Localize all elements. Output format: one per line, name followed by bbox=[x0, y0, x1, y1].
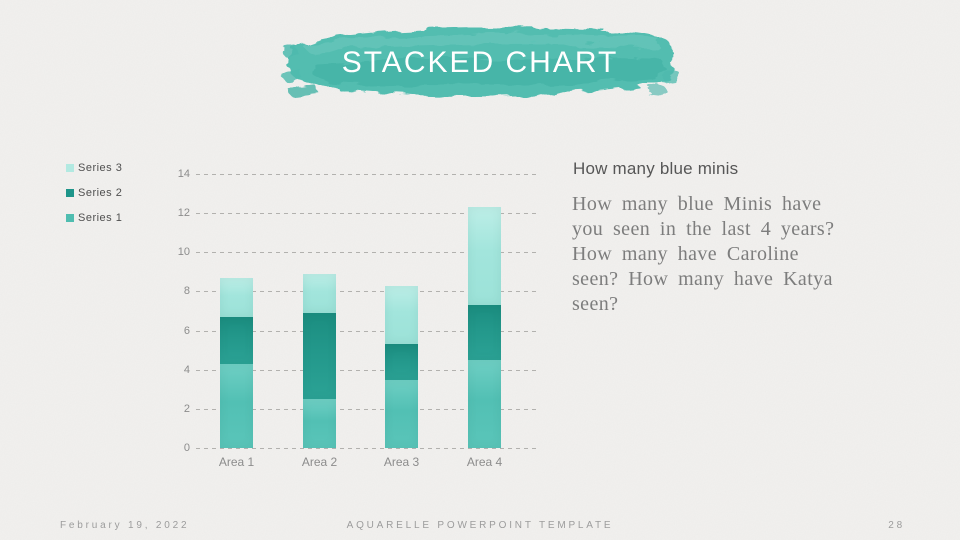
x-axis-labels: Area 1 Area 2 Area 3 Area 4 bbox=[196, 455, 537, 471]
gridline bbox=[196, 448, 537, 449]
watercolor-brush-stroke bbox=[280, 28, 680, 98]
legend-item[interactable]: Series 2 bbox=[66, 186, 122, 200]
slide-title: STACKED CHART bbox=[341, 46, 619, 79]
legend-swatch-icon bbox=[66, 214, 74, 222]
chart-legend: Series 3 Series 2 Series 1 bbox=[66, 161, 122, 236]
legend-label: Series 1 bbox=[78, 212, 123, 224]
footer-template-name: AQUARELLE POWERPOINT TEMPLATE bbox=[346, 520, 614, 531]
gridline bbox=[196, 174, 537, 175]
chart-plot-area bbox=[196, 174, 537, 449]
legend-swatch-icon bbox=[66, 189, 74, 197]
content-body: How many blue Minis have you seen in the… bbox=[572, 193, 835, 315]
stacked-bar[interactable] bbox=[220, 174, 253, 448]
bar-segment-series-3[interactable] bbox=[468, 207, 501, 306]
bar-segment-series-2[interactable] bbox=[385, 344, 418, 380]
footer-page-number: 28 bbox=[888, 520, 905, 531]
x-tick-label: Area 2 bbox=[301, 455, 338, 469]
y-tick-label: 2 bbox=[183, 402, 190, 415]
gridline bbox=[196, 330, 537, 332]
legend-label: Series 2 bbox=[78, 187, 123, 199]
title-placeholder[interactable]: STACKED CHART bbox=[276, 16, 684, 110]
y-tick-label: 14 bbox=[177, 168, 190, 180]
gridline bbox=[196, 408, 537, 410]
gridline bbox=[196, 213, 537, 215]
y-tick-label: 0 bbox=[183, 442, 190, 454]
y-tick-label: 8 bbox=[183, 285, 190, 298]
gridline bbox=[196, 252, 537, 254]
footer: February 19, 2022 AQUARELLE POWERPOINT T… bbox=[0, 520, 960, 534]
bar-segment-series-3[interactable] bbox=[303, 273, 336, 314]
gridline bbox=[196, 369, 537, 371]
legend-swatch-icon bbox=[66, 164, 74, 172]
bar-segment-series-1[interactable] bbox=[220, 363, 253, 448]
stacked-bar[interactable] bbox=[303, 174, 336, 448]
footer-date: February 19, 2022 bbox=[60, 520, 190, 531]
content-heading: How many blue minis bbox=[573, 159, 739, 178]
bar-segment-series-3[interactable] bbox=[220, 277, 253, 317]
stacked-bar[interactable] bbox=[385, 174, 418, 448]
x-tick-label: Area 4 bbox=[466, 455, 503, 469]
stacked-bar[interactable] bbox=[468, 174, 501, 448]
y-tick-label: 4 bbox=[183, 363, 190, 376]
bar-segment-series-2[interactable] bbox=[468, 305, 501, 360]
bar-segment-series-1[interactable] bbox=[385, 379, 418, 448]
bar-segment-series-1[interactable] bbox=[468, 359, 501, 448]
legend-item[interactable]: Series 1 bbox=[66, 211, 122, 225]
y-tick-label: 10 bbox=[177, 246, 190, 259]
legend-label: Series 3 bbox=[78, 162, 123, 174]
y-tick-label: 12 bbox=[177, 207, 190, 220]
bar-segment-series-2[interactable] bbox=[220, 316, 253, 364]
x-tick-label: Area 3 bbox=[383, 455, 420, 469]
bar-segment-series-1[interactable] bbox=[303, 399, 336, 448]
bar-segment-series-2[interactable] bbox=[303, 313, 336, 400]
y-axis-labels: 0 2 4 6 8 10 12 14 bbox=[152, 168, 190, 454]
x-tick-label: Area 1 bbox=[218, 455, 255, 469]
gridline bbox=[196, 291, 537, 293]
legend-item[interactable]: Series 3 bbox=[66, 161, 122, 175]
bar-segment-series-3[interactable] bbox=[385, 285, 418, 345]
y-tick-label: 6 bbox=[183, 324, 190, 337]
